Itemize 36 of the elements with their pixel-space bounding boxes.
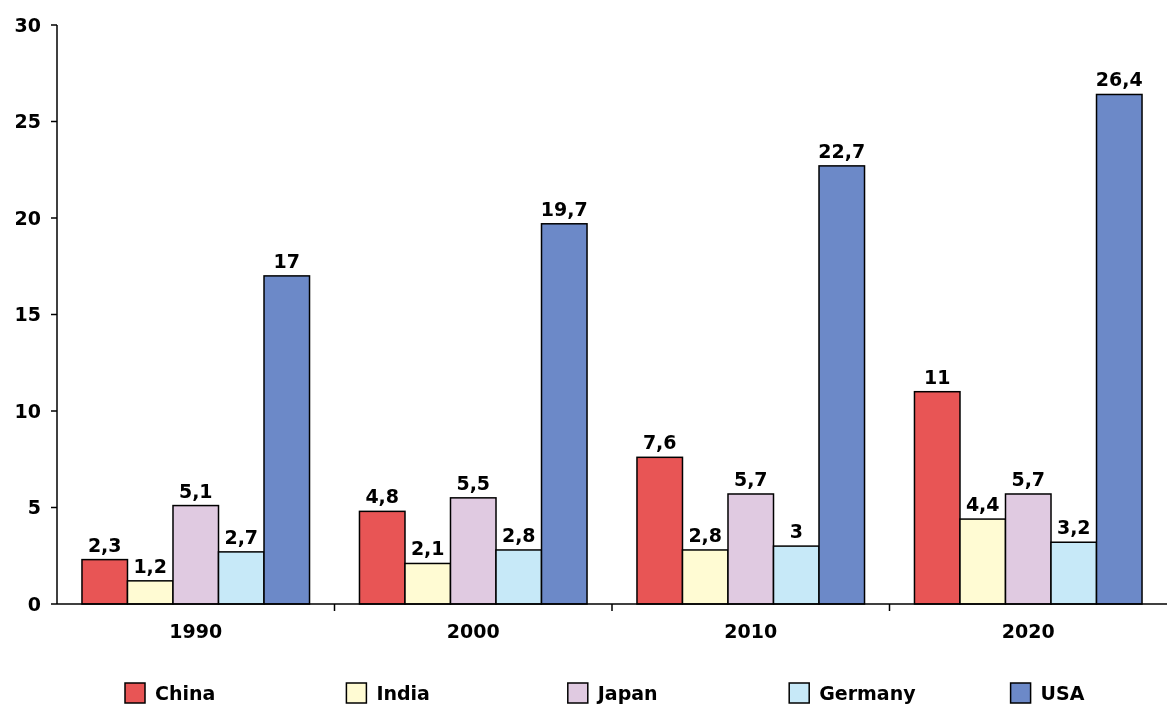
data-label: 5,1 bbox=[178, 479, 213, 502]
data-label: 2,7 bbox=[224, 525, 259, 548]
y-tick-label: 10 bbox=[14, 399, 41, 422]
y-tick-label: 20 bbox=[14, 206, 41, 229]
legend-label: China bbox=[155, 681, 216, 704]
data-label: 3 bbox=[789, 520, 803, 543]
legend-label: USA bbox=[1040, 681, 1085, 704]
data-label: 4,4 bbox=[965, 493, 1000, 516]
data-label: 2,3 bbox=[87, 533, 122, 556]
data-label: 3,2 bbox=[1056, 516, 1091, 539]
data-label: 17 bbox=[273, 249, 300, 272]
data-label: 19,7 bbox=[540, 197, 588, 220]
x-tick-label: 2010 bbox=[724, 620, 778, 642]
data-label: 2,1 bbox=[410, 537, 445, 560]
data-label: 5,7 bbox=[733, 467, 768, 490]
y-tick-label: 0 bbox=[27, 592, 41, 615]
legend-label: Germany bbox=[819, 681, 917, 704]
y-tick-label: 30 bbox=[14, 13, 41, 36]
data-label: 26,4 bbox=[1095, 68, 1143, 91]
legend-label: Japan bbox=[595, 681, 658, 704]
data-label: 5,5 bbox=[456, 471, 491, 494]
data-label: 2,8 bbox=[688, 523, 723, 546]
x-tick-label: 2000 bbox=[446, 620, 500, 642]
data-label: 2,8 bbox=[501, 523, 536, 546]
y-tick-label: 15 bbox=[14, 303, 41, 326]
data-label: 22,7 bbox=[818, 139, 866, 162]
data-label: 11 bbox=[924, 365, 951, 388]
data-label: 5,7 bbox=[1011, 467, 1046, 490]
data-label: 7,6 bbox=[642, 431, 677, 454]
x-tick-label: 2020 bbox=[1001, 620, 1055, 642]
y-tick-label: 25 bbox=[14, 110, 41, 133]
data-label: 1,2 bbox=[133, 554, 168, 577]
legend-label: India bbox=[376, 681, 430, 704]
x-tick-label: 1990 bbox=[169, 620, 223, 642]
y-tick-label: 5 bbox=[27, 496, 41, 519]
data-label: 4,8 bbox=[365, 485, 400, 508]
